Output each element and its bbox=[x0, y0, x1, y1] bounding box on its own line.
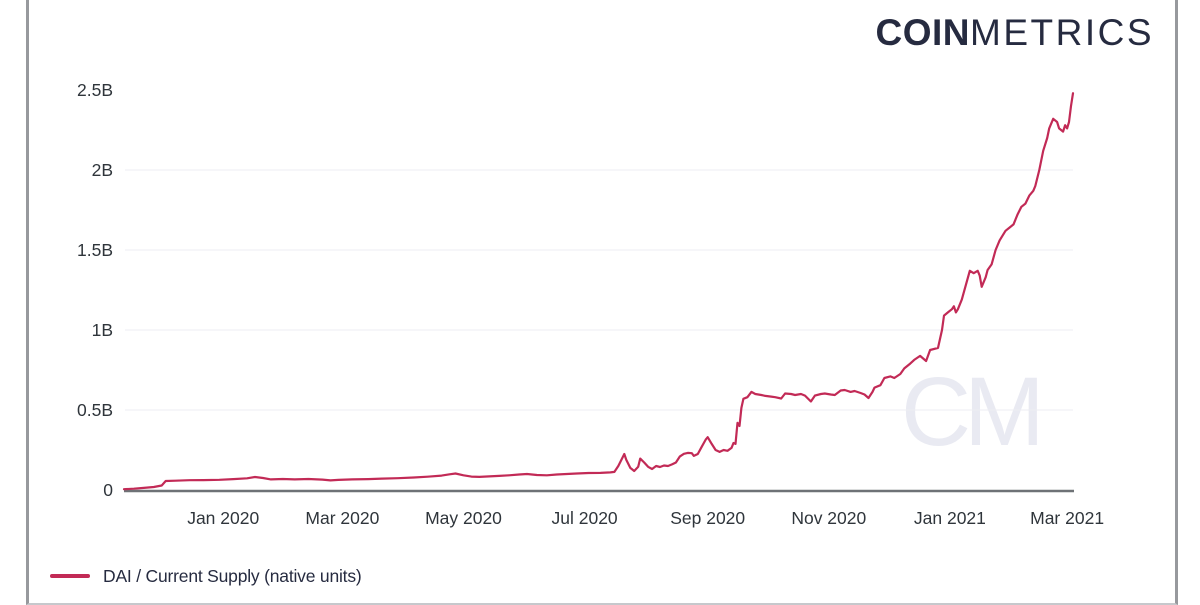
y-tick-label: 1.5B bbox=[77, 240, 113, 260]
coinmetrics-logo: COINMETRICS bbox=[875, 12, 1155, 54]
logo-text-metrics: METRICS bbox=[970, 12, 1154, 53]
legend-line-swatch bbox=[50, 573, 90, 579]
x-tick-label: May 2020 bbox=[425, 508, 502, 528]
y-tick-label: 2B bbox=[92, 160, 113, 180]
x-tick-label: Jan 2021 bbox=[914, 508, 986, 528]
y-tick-label: 2.5B bbox=[77, 80, 113, 100]
x-tick-label: Jan 2020 bbox=[187, 508, 259, 528]
cm-watermark-icon: CM bbox=[901, 357, 1045, 466]
y-tick-label: 0 bbox=[103, 480, 113, 500]
x-tick-label: Mar 2020 bbox=[305, 508, 379, 528]
logo-text-coin: COIN bbox=[875, 12, 970, 53]
x-tick-label: Jul 2020 bbox=[552, 508, 618, 528]
y-tick-label: 0.5B bbox=[77, 400, 113, 420]
legend-series-label: DAI / Current Supply (native units) bbox=[103, 565, 362, 586]
legend-item-dai-current-supply[interactable]: DAI / Current Supply (native units) bbox=[50, 566, 362, 586]
dai-supply-line[interactable] bbox=[122, 92, 1075, 491]
y-tick-label: 1B bbox=[92, 320, 113, 340]
chart-frame-border bbox=[26, 0, 1178, 605]
x-tick-label: Mar 2021 bbox=[1030, 508, 1104, 528]
x-tick-label: Nov 2020 bbox=[791, 508, 866, 528]
x-tick-label: Sep 2020 bbox=[670, 508, 745, 528]
